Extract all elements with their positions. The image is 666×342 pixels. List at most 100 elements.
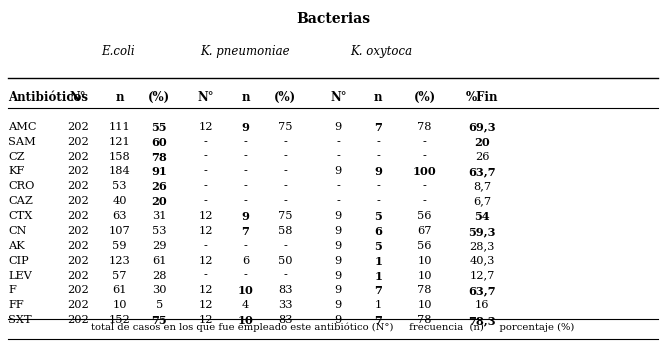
- Text: 10: 10: [418, 256, 432, 266]
- Text: 78: 78: [418, 315, 432, 325]
- Text: 1: 1: [374, 300, 382, 310]
- Text: -: -: [204, 152, 208, 161]
- Text: 10: 10: [418, 271, 432, 280]
- Text: 33: 33: [278, 300, 292, 310]
- Text: 202: 202: [67, 315, 89, 325]
- Text: E.coli: E.coli: [102, 45, 135, 58]
- Text: 202: 202: [67, 196, 89, 206]
- Text: 40,3: 40,3: [470, 256, 495, 266]
- Text: 12: 12: [198, 211, 213, 221]
- Text: 78: 78: [418, 122, 432, 132]
- Text: 61: 61: [112, 286, 127, 295]
- Text: 202: 202: [67, 241, 89, 251]
- Text: 40: 40: [112, 196, 127, 206]
- Text: 30: 30: [152, 286, 166, 295]
- Text: FF: FF: [8, 300, 24, 310]
- Text: 12: 12: [198, 300, 213, 310]
- Text: 16: 16: [475, 300, 490, 310]
- Text: 9: 9: [374, 167, 382, 177]
- Text: 60: 60: [151, 137, 167, 148]
- Text: 1: 1: [374, 271, 382, 281]
- Text: 7: 7: [374, 122, 382, 133]
- Text: n: n: [115, 91, 124, 104]
- Text: 9: 9: [242, 122, 249, 133]
- Text: 158: 158: [109, 152, 131, 161]
- Text: 5: 5: [374, 241, 382, 252]
- Text: -: -: [244, 152, 247, 161]
- Text: 12: 12: [198, 122, 213, 132]
- Text: 10: 10: [238, 286, 253, 297]
- Text: -: -: [376, 152, 380, 161]
- Text: SAM: SAM: [8, 137, 36, 147]
- Text: -: -: [283, 196, 287, 206]
- Text: CAZ: CAZ: [8, 196, 33, 206]
- Text: 202: 202: [67, 137, 89, 147]
- Text: 152: 152: [109, 315, 131, 325]
- Text: total de casos en los que fue empleado este antibiótico (N°)     frecuencia  (n): total de casos en los que fue empleado e…: [91, 323, 575, 332]
- Text: 9: 9: [335, 122, 342, 132]
- Text: 10: 10: [418, 300, 432, 310]
- Text: 202: 202: [67, 181, 89, 191]
- Text: (%): (%): [414, 91, 436, 104]
- Text: 20: 20: [474, 137, 490, 148]
- Text: 5: 5: [156, 300, 163, 310]
- Text: 59: 59: [112, 241, 127, 251]
- Text: 83: 83: [278, 286, 292, 295]
- Text: 202: 202: [67, 256, 89, 266]
- Text: 75: 75: [278, 211, 292, 221]
- Text: -: -: [423, 181, 426, 191]
- Text: 9: 9: [335, 300, 342, 310]
- Text: -: -: [376, 181, 380, 191]
- Text: 9: 9: [335, 211, 342, 221]
- Text: 202: 202: [67, 152, 89, 161]
- Text: 12: 12: [198, 256, 213, 266]
- Text: 26: 26: [475, 152, 490, 161]
- Text: 9: 9: [335, 226, 342, 236]
- Text: 202: 202: [67, 122, 89, 132]
- Text: 202: 202: [67, 211, 89, 221]
- Text: Bacterias: Bacterias: [296, 12, 370, 26]
- Text: CRO: CRO: [8, 181, 35, 191]
- Text: 63,7: 63,7: [468, 286, 496, 297]
- Text: 6,7: 6,7: [473, 196, 492, 206]
- Text: 53: 53: [112, 181, 127, 191]
- Text: -: -: [283, 241, 287, 251]
- Text: -: -: [283, 137, 287, 147]
- Text: 56: 56: [418, 241, 432, 251]
- Text: 83: 83: [278, 315, 292, 325]
- Text: 67: 67: [418, 226, 432, 236]
- Text: 121: 121: [109, 137, 131, 147]
- Text: 10: 10: [238, 315, 253, 326]
- Text: -: -: [376, 196, 380, 206]
- Text: 202: 202: [67, 286, 89, 295]
- Text: 58: 58: [278, 226, 292, 236]
- Text: 10: 10: [112, 300, 127, 310]
- Text: -: -: [336, 181, 340, 191]
- Text: AMC: AMC: [8, 122, 37, 132]
- Text: 4: 4: [242, 300, 249, 310]
- Text: -: -: [244, 196, 247, 206]
- Text: LEV: LEV: [8, 271, 32, 280]
- Text: CN: CN: [8, 226, 27, 236]
- Text: 20: 20: [151, 196, 167, 207]
- Text: 63,7: 63,7: [468, 167, 496, 177]
- Text: 57: 57: [112, 271, 127, 280]
- Text: -: -: [283, 181, 287, 191]
- Text: 9: 9: [335, 167, 342, 176]
- Text: 78: 78: [418, 286, 432, 295]
- Text: CZ: CZ: [8, 152, 25, 161]
- Text: 28: 28: [152, 271, 166, 280]
- Text: -: -: [204, 167, 208, 176]
- Text: 7: 7: [374, 286, 382, 297]
- Text: 50: 50: [278, 256, 292, 266]
- Text: 9: 9: [335, 315, 342, 325]
- Text: 28,3: 28,3: [470, 241, 495, 251]
- Text: 202: 202: [67, 167, 89, 176]
- Text: -: -: [336, 196, 340, 206]
- Text: 61: 61: [152, 256, 166, 266]
- Text: %Fin: %Fin: [466, 91, 498, 104]
- Text: CIP: CIP: [8, 256, 29, 266]
- Text: -: -: [244, 137, 247, 147]
- Text: 5: 5: [374, 211, 382, 222]
- Text: 7: 7: [374, 315, 382, 326]
